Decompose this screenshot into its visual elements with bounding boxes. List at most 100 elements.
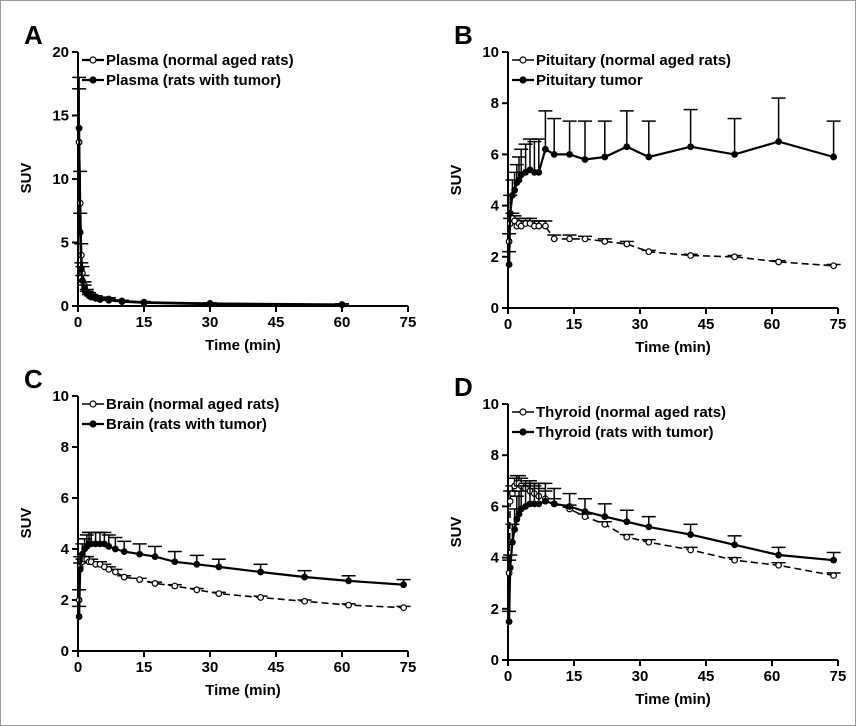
legend-marker [89,56,97,64]
data-point [830,572,837,579]
legend-label: Plasma (normal aged rats) [106,52,294,69]
data-point [731,541,738,549]
data-point [215,590,223,598]
y-axis-label: SUV [18,163,35,194]
data-point [506,209,514,217]
data-point [171,558,179,566]
data-point [731,150,738,158]
y-tick-label: 6 [491,498,499,515]
x-axis-label: Time (min) [635,339,711,356]
panel-label: D [454,372,473,402]
data-point [775,258,782,266]
data-point [645,523,653,531]
x-tick-label: 75 [400,314,417,331]
y-tick-label: 15 [52,108,69,125]
series-tumor [502,97,841,268]
legend-marker [519,408,527,416]
x-tick-label: 45 [268,314,285,331]
data-point [76,566,84,573]
series-tumor [72,76,349,309]
data-point [550,150,558,158]
x-tick-label: 75 [830,316,847,333]
x-tick-label: 15 [566,668,583,685]
panel-label: C [24,364,43,394]
y-tick-label: 5 [61,235,69,252]
legend-label: Pituitary tumor [536,72,643,89]
x-tick-label: 0 [74,314,82,331]
data-point [505,618,513,625]
legend-label: Brain (normal aged rats) [106,396,279,413]
x-tick-label: 15 [136,314,153,331]
data-point [566,503,573,510]
x-tick-label: 45 [698,668,715,685]
data-point [120,548,128,555]
data-point [77,265,85,273]
x-tick-label: 15 [566,316,583,333]
panel-label: B [454,20,473,50]
data-point [301,597,309,605]
panel-b: B 0 15 30 45 60 75 0 2 4 6 8 10 Time (min) SUV Pituitar… [448,20,846,356]
legend-label: Thyroid (rats with tumor) [536,424,714,441]
series-normal-aged-rats [502,474,841,579]
data-point [535,500,543,508]
data-point [687,252,694,259]
series-tumor [502,480,841,625]
data-point [193,586,201,594]
legend-marker [519,76,527,84]
x-tick-label: 15 [136,659,153,676]
legend-marker [89,420,97,428]
y-tick-label: 8 [491,447,499,464]
y-tick-label: 6 [491,146,499,163]
data-point [151,580,159,587]
data-point [645,538,653,546]
x-tick-label: 45 [268,659,285,676]
data-point [506,564,514,572]
data-point [623,533,631,541]
data-point [140,299,148,307]
data-point [535,168,543,176]
data-point [830,153,837,161]
series-line [508,500,834,622]
y-tick-label: 8 [491,95,499,112]
y-tick-label: 0 [61,298,69,315]
data-point [542,222,549,230]
legend-marker [519,56,527,64]
series-tumor [72,531,411,620]
legend-marker [89,76,97,84]
data-point [506,497,514,505]
data-point [193,560,201,568]
x-tick-label: 30 [632,668,649,685]
data-point [731,556,738,564]
data-point [623,518,631,526]
data-point [120,573,128,581]
data-point [105,566,113,573]
x-tick-label: 60 [764,316,781,333]
series-line [78,558,404,609]
x-tick-label: 0 [504,668,512,685]
data-point [687,531,694,538]
data-point [550,500,558,508]
data-point [151,553,159,561]
data-point [118,298,126,305]
data-point [105,296,113,304]
data-point [775,138,782,146]
data-point [171,582,179,590]
y-axis-label: SUV [448,165,465,196]
data-point [76,228,84,236]
data-point [301,573,309,581]
data-point [111,545,119,553]
data-point [257,594,265,601]
data-point [775,561,782,569]
data-point [581,508,589,515]
y-tick-label: 4 [491,550,500,567]
data-point [96,296,104,304]
data-point [645,248,653,256]
data-point [687,143,694,151]
data-point [511,186,518,194]
data-point [601,520,609,528]
legend-marker [519,428,527,436]
y-tick-label: 20 [52,44,69,61]
series-line [508,140,834,265]
